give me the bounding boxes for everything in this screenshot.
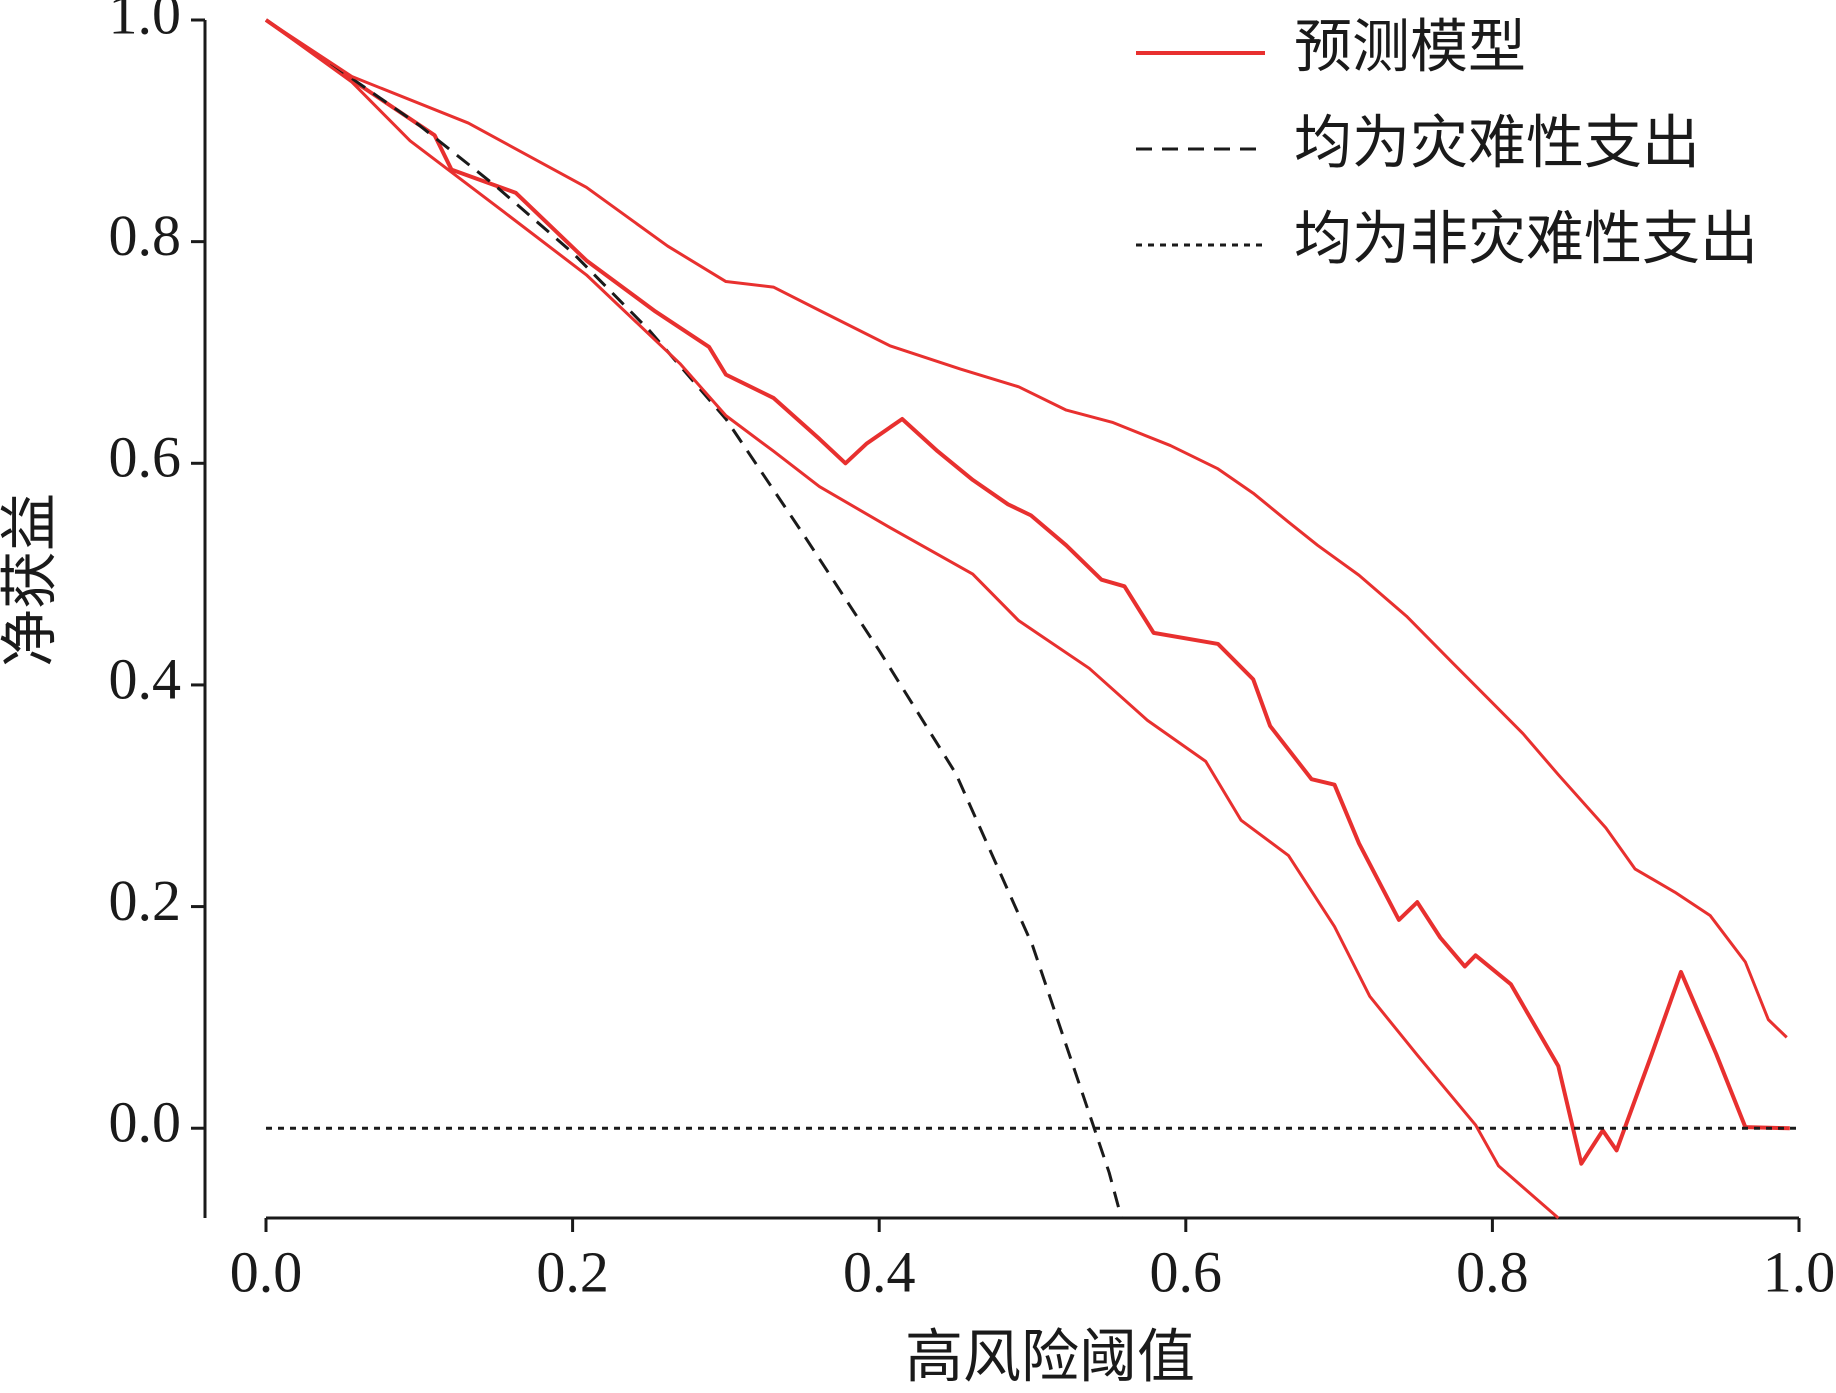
legend-label: 预测模型 — [1294, 14, 1526, 79]
x-axis-label: 高风险阈值 — [905, 1324, 1195, 1389]
y-tick-label: 0.8 — [109, 203, 182, 268]
x-tick-label: 0.8 — [1456, 1239, 1529, 1304]
y-tick-label: 1.0 — [109, 0, 182, 46]
y-tick-label: 0.0 — [109, 1090, 182, 1155]
series-line — [264, 18, 1790, 1166]
series-line — [265, 18, 1560, 1220]
series-line — [265, 18, 1788, 1039]
x-tick-label: 0.2 — [536, 1239, 609, 1304]
x-tick-label: 1.0 — [1763, 1239, 1836, 1304]
x-tick-label: 0.4 — [843, 1239, 916, 1304]
y-tick-label: 0.6 — [109, 425, 182, 490]
x-tick-label: 0.6 — [1150, 1239, 1223, 1304]
legend-label: 均为非灾难性支出 — [1294, 206, 1758, 271]
y-axis-label: 净获益 — [0, 493, 62, 667]
y-tick-label: 0.2 — [109, 868, 182, 933]
legend-label: 均为灾难性支出 — [1294, 110, 1700, 175]
x-tick-label: 0.0 — [230, 1239, 303, 1304]
series-line — [265, 18, 1123, 1219]
y-tick-label: 0.4 — [109, 646, 182, 711]
